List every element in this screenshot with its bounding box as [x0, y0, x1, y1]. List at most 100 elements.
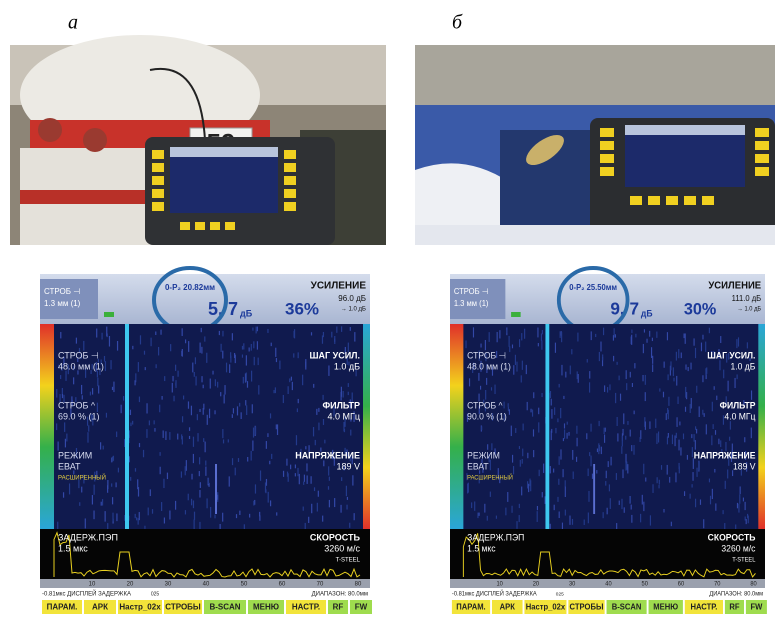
noise [233, 408, 234, 413]
noise [554, 407, 555, 415]
noise [88, 425, 89, 431]
noise [643, 344, 644, 353]
noise [577, 438, 578, 447]
noise [747, 342, 748, 348]
noise [158, 347, 159, 355]
noise [491, 387, 492, 390]
noise [652, 484, 653, 493]
noise [715, 503, 716, 510]
noise [56, 389, 57, 398]
noise [692, 447, 693, 457]
noise [479, 513, 480, 516]
noise [188, 401, 189, 408]
noise [311, 504, 312, 513]
noise [509, 346, 510, 352]
noise [163, 430, 164, 437]
noise [661, 465, 662, 470]
noise [347, 497, 348, 500]
noise [619, 376, 620, 381]
noise [232, 333, 233, 340]
noise [270, 500, 271, 506]
noise [609, 384, 610, 390]
status-right: ДИАПАЗОН: 80.0мм [709, 591, 763, 597]
panel-label: а [68, 12, 78, 34]
noise [229, 476, 230, 486]
noise [103, 446, 104, 450]
noise [599, 421, 600, 426]
noise [676, 417, 677, 427]
noise [553, 469, 554, 473]
noise [138, 518, 139, 525]
left-param: 48.0 мм (1) [467, 361, 511, 371]
noise [706, 367, 707, 373]
noise [702, 375, 703, 382]
noise [589, 382, 590, 392]
noise [725, 481, 726, 489]
gate-box-text: СТРОБ ⊣ [454, 287, 489, 296]
velocity-param: 3260 м/с [721, 543, 756, 553]
noise [97, 378, 98, 387]
noise [696, 429, 697, 434]
noise [217, 495, 218, 500]
noise [610, 498, 611, 509]
velocity-param: T-STEEL [732, 557, 756, 563]
noise [477, 513, 478, 519]
noise [481, 426, 482, 430]
status-right: ДИАПАЗОН: 80.0мм [312, 592, 368, 598]
noise [197, 414, 198, 420]
noise [624, 507, 625, 512]
noise [589, 452, 590, 456]
noise [509, 409, 510, 415]
noise [588, 491, 589, 502]
noise [160, 330, 161, 335]
soft-key-label: СТРОБЫ [165, 603, 201, 612]
noise [276, 424, 277, 429]
noise [690, 404, 691, 413]
noise [304, 475, 305, 482]
noise [716, 396, 717, 400]
noise [683, 433, 684, 439]
ruler-label: 60 [678, 581, 685, 587]
noise [667, 332, 668, 340]
noise [621, 499, 622, 509]
noise [165, 431, 166, 440]
noise [203, 438, 204, 442]
noise [696, 386, 697, 393]
noise [570, 366, 571, 375]
noise [328, 486, 329, 490]
noise [160, 467, 161, 474]
noise [667, 465, 668, 475]
noise [314, 487, 315, 491]
noise [277, 424, 278, 435]
noise [625, 436, 626, 440]
noise [685, 407, 686, 412]
noise [699, 406, 700, 417]
noise [104, 356, 105, 362]
noise [289, 378, 290, 382]
delay-param: 1.5 мкс [58, 543, 88, 553]
soft-key-label: СТРОБЫ [570, 602, 604, 611]
gain-value: 111.0 дБ [732, 294, 762, 303]
noise [657, 477, 658, 483]
noise [106, 327, 107, 337]
noise [115, 482, 116, 487]
noise [569, 516, 570, 525]
noise [607, 387, 608, 393]
noise [292, 382, 293, 390]
noise [508, 403, 509, 407]
noise [558, 479, 559, 485]
noise [183, 396, 184, 400]
ruler-label: 50 [642, 581, 649, 587]
noise [210, 507, 211, 518]
noise [649, 421, 650, 429]
gain-value: 96.0 дБ [338, 294, 366, 303]
noise [117, 341, 118, 351]
noise [324, 440, 325, 444]
noise [734, 378, 735, 388]
noise [232, 458, 233, 465]
noise [577, 333, 578, 342]
noise [554, 505, 555, 510]
noise [193, 454, 194, 463]
noise [295, 464, 296, 468]
